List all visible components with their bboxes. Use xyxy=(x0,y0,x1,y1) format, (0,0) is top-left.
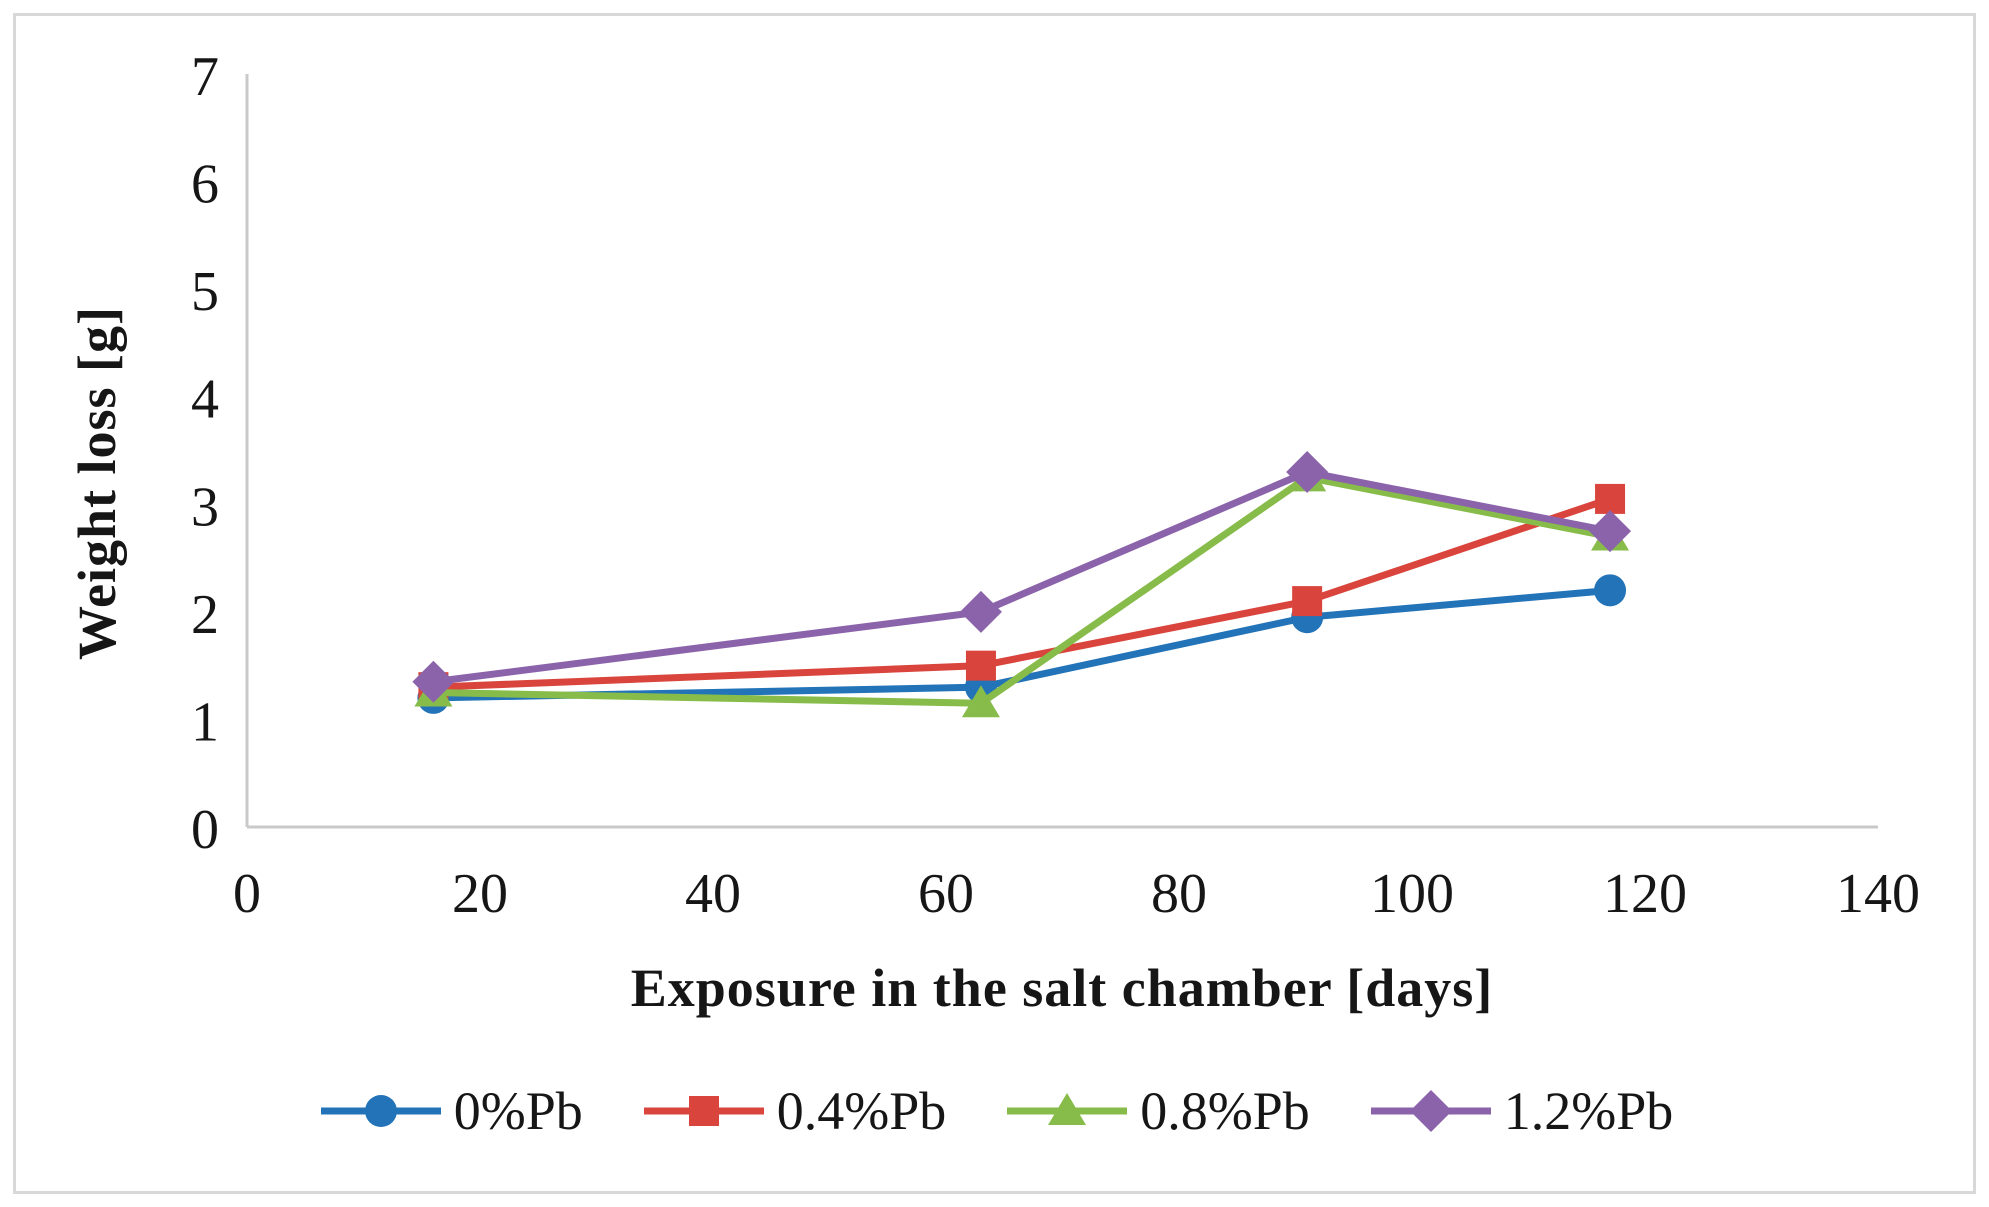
data-point-0.8%Pb xyxy=(961,685,1000,718)
y-tick-label: 3 xyxy=(191,476,219,538)
y-tick-label: 4 xyxy=(191,369,219,431)
legend-item-0.8%Pb: 0.8%Pb xyxy=(1002,1080,1310,1142)
series-line-0.4%Pb xyxy=(429,495,1614,691)
series-line-1.2%Pb xyxy=(429,468,1614,686)
x-tick-label: 40 xyxy=(685,863,741,925)
square-legend-marker-icon xyxy=(643,1096,764,1126)
x-tick-label: 100 xyxy=(1370,863,1454,925)
legend-marker-1.2%Pb xyxy=(1409,1090,1452,1132)
legend-marker-0%Pb xyxy=(364,1095,397,1127)
legend-item-0.4%Pb: 0.4%Pb xyxy=(639,1080,947,1142)
chart-legend: 0%Pb 0.4%Pb 0.8%Pb 1.2%Pb xyxy=(0,1080,1989,1142)
x-tick-label: 80 xyxy=(1151,863,1207,925)
legend-marker-0.4%Pb xyxy=(688,1096,719,1126)
legend-label: 0%Pb xyxy=(453,1081,583,1141)
series-line-0%Pb xyxy=(429,586,1614,702)
x-tick-label: 20 xyxy=(452,863,508,925)
y-tick-label: 5 xyxy=(191,261,219,323)
x-tick-label: 60 xyxy=(918,863,974,925)
data-point-1.2%Pb xyxy=(412,660,455,703)
legend-label: 0.8%Pb xyxy=(1140,1081,1310,1141)
y-tick-label: 6 xyxy=(191,154,219,216)
diamond-legend-marker-icon xyxy=(1370,1090,1491,1132)
y-tick-label: 0 xyxy=(191,799,219,861)
circle-legend-marker-icon xyxy=(320,1095,441,1127)
y-axis-title: Weight loss [g] xyxy=(67,305,127,661)
data-point-0.4%Pb xyxy=(965,650,996,681)
y-tick-label: 2 xyxy=(191,584,219,646)
y-tick-label: 7 xyxy=(191,46,219,108)
data-point-1.2%Pb xyxy=(1286,451,1329,494)
data-point-0.4%Pb xyxy=(1595,483,1626,514)
series-line-0.8%Pb xyxy=(429,473,1614,707)
triangle-legend-marker-icon xyxy=(1007,1093,1128,1125)
legend-item-1.2%Pb: 1.2%Pb xyxy=(1366,1080,1674,1142)
x-tick-label: 0 xyxy=(233,863,261,925)
legend-label: 0.4%Pb xyxy=(776,1081,947,1141)
data-point-1.2%Pb xyxy=(959,590,1002,633)
x-tick-label: 140 xyxy=(1836,863,1920,925)
legend-marker-0.8%Pb xyxy=(1048,1093,1087,1125)
data-point-0%Pb xyxy=(1594,574,1627,607)
legend-label: 1.2%Pb xyxy=(1503,1081,1674,1141)
legend-item-0%Pb: 0%Pb xyxy=(316,1080,583,1142)
x-axis-title: Exposure in the salt chamber [days] xyxy=(630,958,1494,1018)
data-point-1.2%Pb xyxy=(1589,510,1632,553)
data-point-0.4%Pb xyxy=(1292,586,1323,617)
x-tick-label: 120 xyxy=(1603,863,1687,925)
y-tick-label: 1 xyxy=(191,691,219,753)
